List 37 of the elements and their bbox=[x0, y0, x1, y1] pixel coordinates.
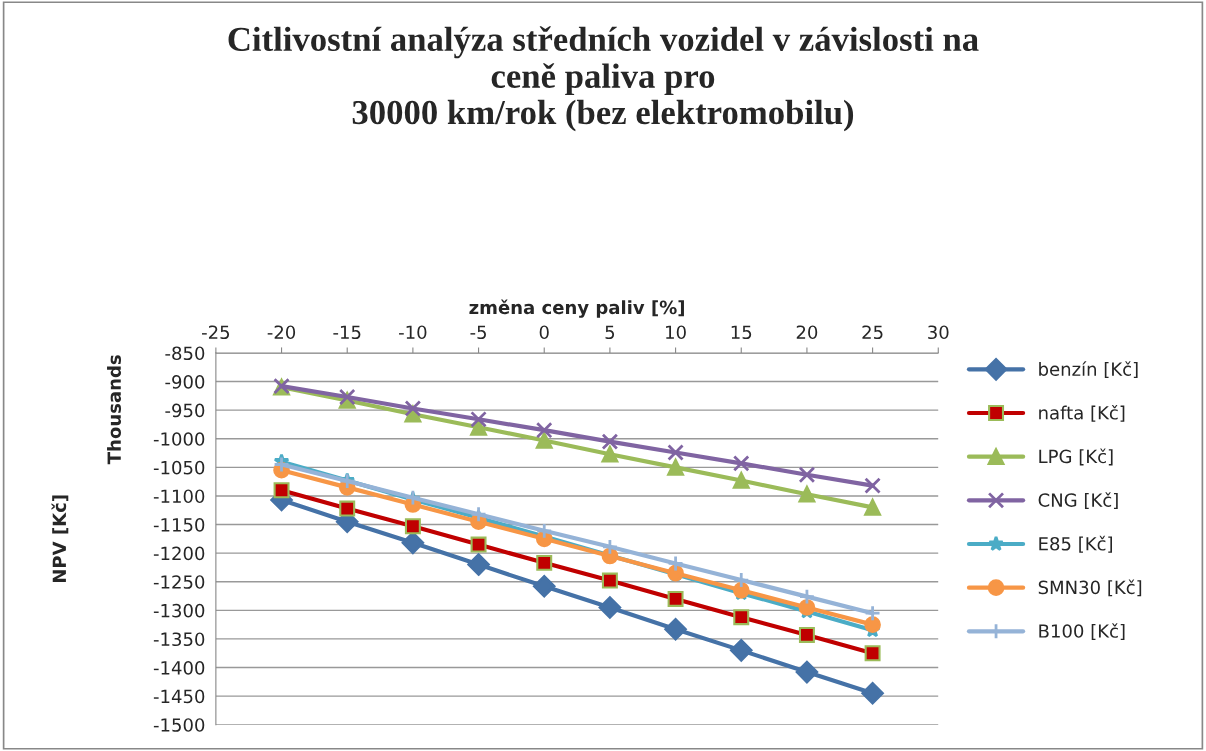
x-tick-label: 0 bbox=[539, 325, 549, 340]
y-tick-label: -950 bbox=[165, 403, 205, 418]
legend-label: nafta [Kč] bbox=[1039, 404, 1125, 422]
legend-label: LPG [Kč] bbox=[1039, 448, 1113, 466]
legend-label: CNG [Kč] bbox=[1038, 492, 1118, 510]
y-tick-label: -850 bbox=[165, 346, 205, 361]
legend-label: E85 [Kč] bbox=[1039, 535, 1112, 553]
y-tick-label: -1100 bbox=[153, 489, 205, 504]
x-tick-label: -20 bbox=[267, 325, 296, 340]
x-tick-label: -15 bbox=[333, 325, 361, 340]
y-tick-label: -1500 bbox=[153, 718, 205, 732]
y-tick-label: -1000 bbox=[153, 432, 205, 446]
y-tick-label: -1300 bbox=[153, 603, 205, 618]
text: Thousands bbox=[107, 355, 122, 465]
x-tick-label: -5 bbox=[470, 325, 486, 340]
y-tick-label: -1450 bbox=[153, 689, 205, 704]
x-tick-label: 5 bbox=[605, 325, 615, 340]
x-axis-title: změna ceny paliv [%] bbox=[469, 299, 684, 318]
x-tick-label: 10 bbox=[666, 325, 686, 340]
x-tick-label: -25 bbox=[202, 325, 230, 340]
legend-label: SMN30 [Kč] bbox=[1038, 579, 1142, 597]
x-tick-label: 30 bbox=[928, 325, 949, 340]
x-tick-label: 25 bbox=[862, 325, 883, 340]
x-tick-label: 20 bbox=[796, 325, 818, 340]
y-tick-label: -1350 bbox=[153, 632, 205, 647]
y-axis-title: NPV [Kč] bbox=[51, 495, 69, 583]
x-tick-label: 15 bbox=[731, 325, 752, 340]
legend-label: benzín [Kč] bbox=[1039, 361, 1138, 379]
x-tick-label: -10 bbox=[399, 325, 427, 340]
chart-title: Citlivostní analýza středních vozidel v závislosti na ceně paliva pro 30000 km/rok (bez elektromobilu) bbox=[228, 26, 979, 132]
legend-label: B100 [Kč] bbox=[1039, 623, 1125, 640]
y-tick-label: -1150 bbox=[153, 518, 205, 532]
y-tick-label: -1400 bbox=[153, 660, 205, 675]
y-tick-label: -1200 bbox=[153, 546, 205, 561]
y-tick-label: -1050 bbox=[153, 460, 205, 475]
y-tick-label: -1250 bbox=[153, 575, 205, 589]
y-tick-label: -900 bbox=[165, 375, 205, 389]
